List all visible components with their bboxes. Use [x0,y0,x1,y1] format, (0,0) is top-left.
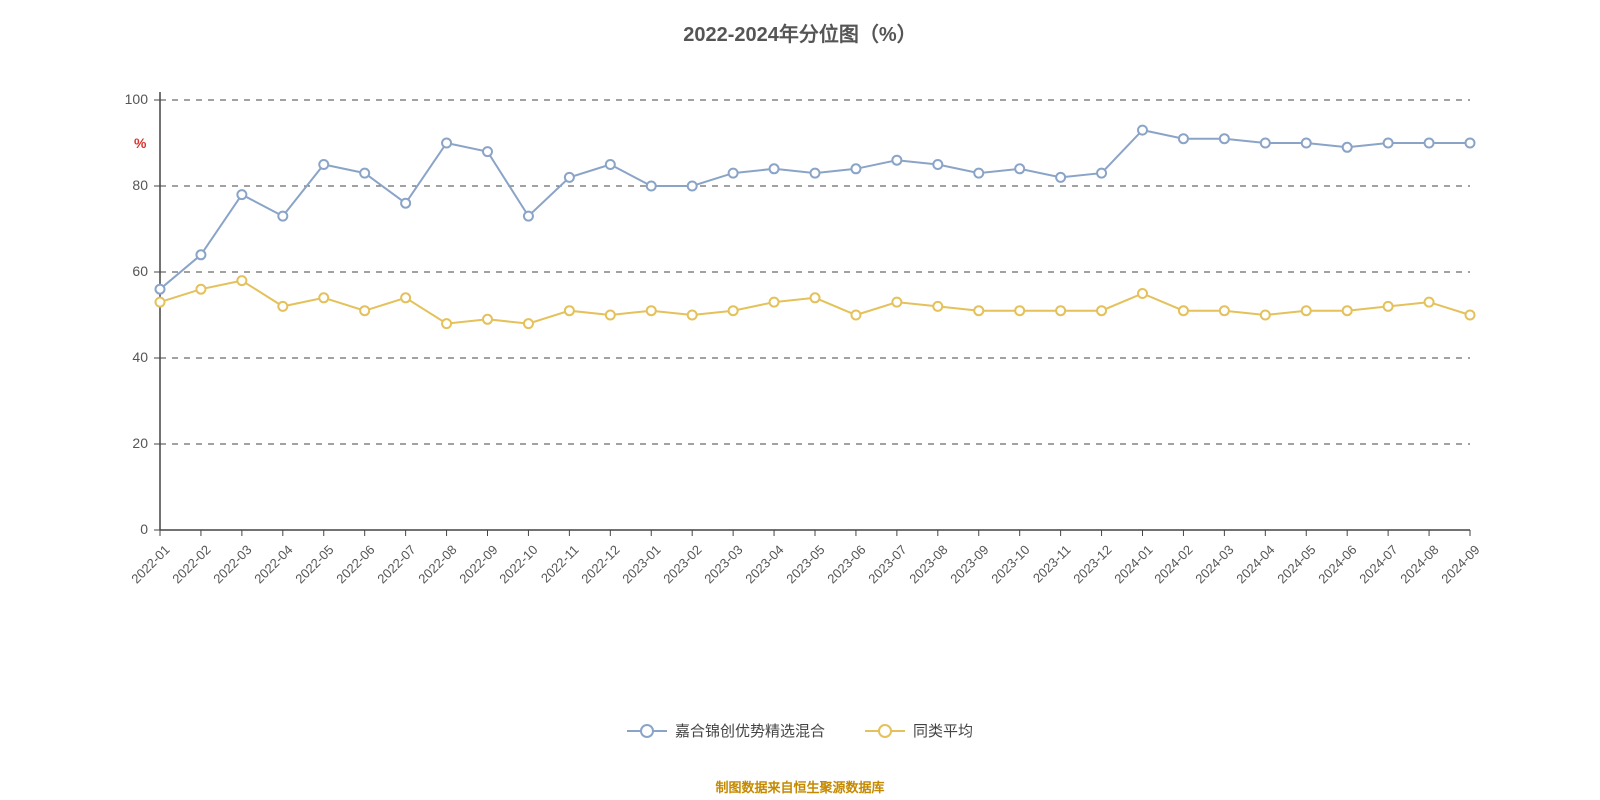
y-tick-label: 80 [132,177,148,193]
series-marker [647,306,656,315]
series-marker [278,212,287,221]
series-marker [1384,302,1393,311]
series-marker [1097,169,1106,178]
series-marker [811,293,820,302]
series-marker [319,160,328,169]
series-marker [1466,139,1475,148]
series-marker [565,173,574,182]
series-marker [1015,306,1024,315]
series-marker [770,298,779,307]
series-marker [1056,306,1065,315]
series-marker [688,311,697,320]
series-marker [483,147,492,156]
series-marker [401,199,410,208]
series-marker [237,276,246,285]
series-marker [770,164,779,173]
series-marker [442,319,451,328]
legend-swatch [865,730,905,732]
series-marker [892,156,901,165]
series-marker [1097,306,1106,315]
series-marker [565,306,574,315]
series-marker [892,298,901,307]
series-marker [1138,289,1147,298]
series-marker [974,169,983,178]
series-marker [319,293,328,302]
legend: 嘉合锦创优势精选混合 同类平均 [0,720,1600,741]
series-marker [156,285,165,294]
legend-item: 同类平均 [865,720,973,741]
series-marker [933,302,942,311]
series-marker [1179,306,1188,315]
series-marker [196,285,205,294]
series-marker [1343,306,1352,315]
series-marker [933,160,942,169]
series-marker [1179,134,1188,143]
series-marker [1302,139,1311,148]
series-marker [851,164,860,173]
series-marker [974,306,983,315]
series-marker [688,182,697,191]
y-tick-label: 40 [132,349,148,365]
legend-label: 同类平均 [913,720,973,741]
series-marker [851,311,860,320]
series-marker [1425,298,1434,307]
series-marker [1261,311,1270,320]
series-marker [1056,173,1065,182]
y-tick-label: 20 [132,435,148,451]
series-marker [729,169,738,178]
series-marker [483,315,492,324]
series-line [160,130,1470,289]
series-marker [606,311,615,320]
y-tick-label: 0 [140,521,148,537]
series-marker [237,190,246,199]
series-marker [360,306,369,315]
series-marker [1302,306,1311,315]
legend-swatch [627,730,667,732]
series-marker [1015,164,1024,173]
series-marker [647,182,656,191]
series-marker [811,169,820,178]
percentile-chart: 2022-2024年分位图（%） 嘉合锦创优势精选混合同类平均 制图数据来自恒生… [0,0,1600,800]
series-marker [196,250,205,259]
series-marker [278,302,287,311]
series-marker [442,139,451,148]
series-marker [1220,306,1229,315]
legend-item: 嘉合锦创优势精选混合 [627,720,825,741]
series-marker [729,306,738,315]
series-marker [1343,143,1352,152]
chart-footer-source: 制图数据来自恒生聚源数据库 [0,777,1600,796]
series-marker [1466,311,1475,320]
series-marker [606,160,615,169]
series-marker [524,212,533,221]
y-tick-label: 60 [132,263,148,279]
series-marker [1220,134,1229,143]
series-marker [1138,126,1147,135]
legend-label: 嘉合锦创优势精选混合 [675,720,825,741]
series-marker [524,319,533,328]
y-tick-label: 100 [125,91,148,107]
series-marker [360,169,369,178]
chart-canvas [0,0,1600,800]
series-marker [401,293,410,302]
series-marker [156,298,165,307]
y-axis-unit: % [134,135,146,151]
series-marker [1261,139,1270,148]
series-marker [1425,139,1434,148]
series-marker [1384,139,1393,148]
